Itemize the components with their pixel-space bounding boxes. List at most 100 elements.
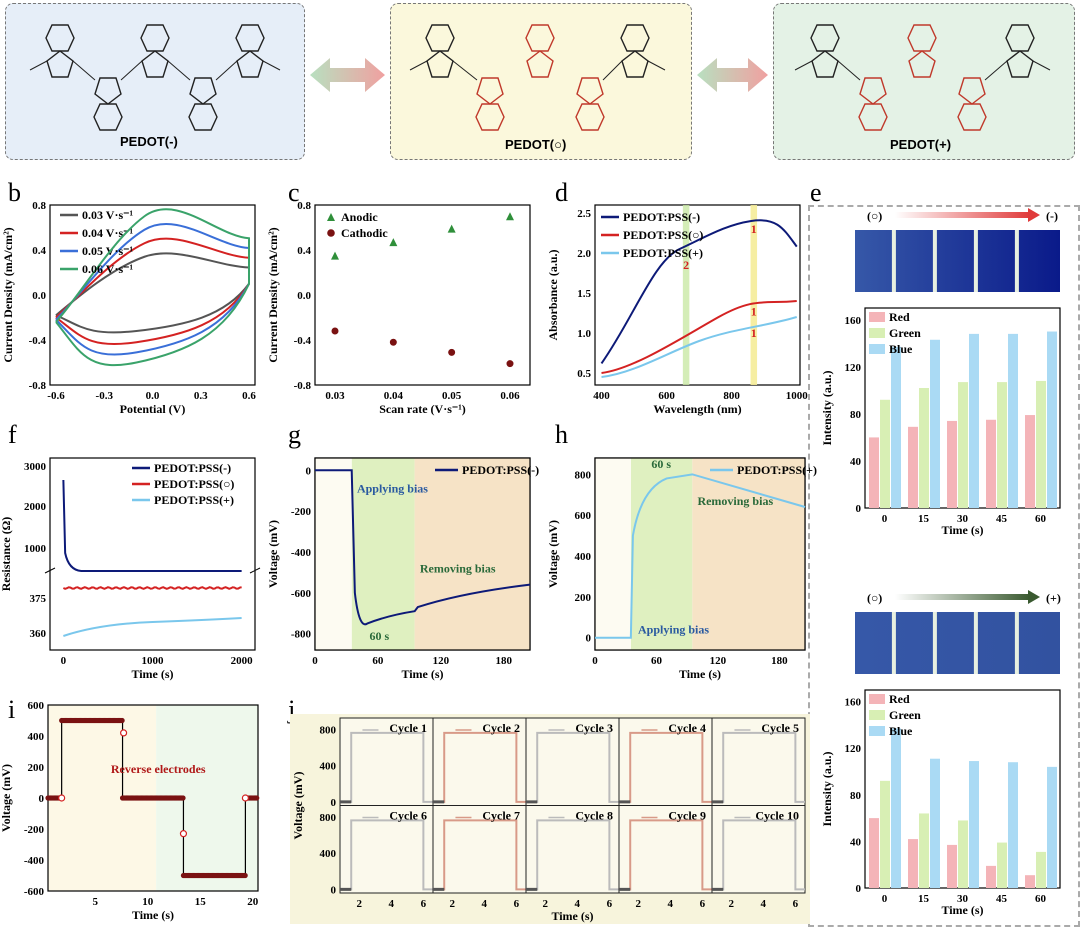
molecule-label-pos: PEDOT(+) [890, 137, 952, 152]
panel-e-bottom-legend-label: Blue [889, 724, 913, 738]
panel-e-top-bar [891, 346, 901, 508]
panel-label-h: h [555, 420, 568, 449]
panel-label-e: e [810, 178, 822, 207]
panel-e-top-bar [1025, 415, 1035, 508]
panel-b-xtick: 0.0 [146, 390, 160, 402]
panel-i-annotation: Reverse electrodes [111, 762, 206, 776]
panel-j-ylabel: Voltage (mV) [291, 772, 305, 840]
panel-d-series-neutral [601, 300, 797, 374]
panel-e-bottom-legend-label: Red [889, 692, 910, 706]
panel-e-bottom-bar [1025, 875, 1035, 888]
panel-f-axes [49, 457, 256, 651]
panel-d-xtick: 800 [723, 390, 740, 402]
panel-e-top-bar [958, 382, 968, 508]
panel-b-ytick: -0.4 [29, 335, 47, 347]
panel-b-xtick: 0.6 [242, 390, 256, 402]
panel-e-bottom-photo-divider [1014, 612, 1019, 674]
panel-i-open-point [241, 794, 249, 802]
panel-j-xtick: 2 [635, 898, 641, 910]
panel-i-point [180, 795, 186, 801]
panel-j-cycle-label: Cycle 4 [668, 721, 706, 735]
panel-e-top-arrow-bar [895, 212, 1030, 218]
molecule-box-pos [773, 3, 1075, 160]
panel-e-bottom-bar [880, 780, 890, 888]
panel-f-legend-label: PEDOT:PSS(○) [154, 477, 234, 491]
panel-f-axis-break [249, 567, 261, 574]
panel-c-cathodic-point [447, 348, 456, 357]
panel-g-annotation-duration: 60 s [370, 629, 390, 643]
panel-d-legend-label: PEDOT:PSS(-) [623, 210, 700, 224]
panel-e-bottom-xtick: 30 [957, 893, 969, 905]
panel-d-band-1 [750, 205, 758, 385]
panel-c-anodic-point [506, 212, 514, 221]
panel-b-legend-label: 0.03 V·s⁻¹ [82, 208, 133, 222]
panel-i-point [119, 717, 125, 724]
panel-i-open-point [119, 729, 128, 737]
panel-c-ytick: -0.8 [294, 380, 312, 392]
panel-j-xtick: 4 [482, 898, 488, 910]
panel-h-annotation-apply: Applying bias [638, 623, 709, 637]
panel-i-xtick: 10 [142, 896, 154, 908]
panel-d-legend-label: PEDOT:PSS(+) [623, 246, 703, 260]
molecule-box-neg [5, 3, 305, 160]
panel-i-ytick: -200 [24, 824, 45, 836]
panel-h-relax-region [692, 458, 805, 650]
panel-g-series [315, 469, 531, 626]
panel-h-xtick: 60 [651, 655, 663, 667]
panel-i-ylabel: Voltage (mV) [0, 764, 13, 832]
panel-e-bottom-ylabel: Intensity (a.u.) [820, 751, 834, 826]
panel-e-bottom-bar [908, 839, 918, 888]
panel-d-annotation: 1 [751, 304, 757, 318]
panel-f-xtick: 1000 [142, 655, 165, 667]
panel-i-open-point [179, 830, 188, 838]
panel-e-top-ytick: 80 [850, 409, 862, 421]
panel-j-cycle-label: Cycle 5 [761, 721, 799, 735]
panel-d-annotation: 1 [751, 326, 757, 340]
panel-c-legend-cathodic: Cathodic [341, 226, 388, 240]
panel-c-cathodic-point [505, 359, 515, 368]
panel-f-legend-label: PEDOT:PSS(-) [154, 461, 231, 475]
panel-e-bottom-photo-divider [891, 612, 896, 674]
panel-h-ytick: 400 [575, 551, 592, 563]
panel-e-bottom-bar [947, 844, 957, 888]
panel-label-g: g [288, 420, 301, 449]
panel-j-ytick: 800 [320, 812, 337, 824]
panel-e-bottom-bar [1047, 766, 1057, 888]
panel-j-cycle-label: Cycle 9 [668, 809, 706, 823]
panel-e-bottom-legend-swatch [869, 726, 885, 736]
panel-f-series-neutral [62, 586, 242, 590]
panel-d-xlabel: Wavelength (nm) [653, 402, 741, 416]
panel-d-series-neg [600, 219, 798, 364]
panel-e-top-bar [1047, 331, 1057, 508]
panel-e-top-ytick: 40 [850, 456, 862, 468]
panel-h-xtick: 0 [592, 655, 598, 667]
panel-e-top-bar [1008, 333, 1018, 508]
panel-h-ytick: 0 [586, 633, 592, 645]
panel-j-xtick: 6 [793, 898, 799, 910]
panel-i-ytick: 400 [28, 731, 45, 743]
panel-c-cathodic-point [330, 326, 340, 336]
panel-f-xlabel: Time (s) [131, 667, 173, 681]
panel-e-bottom-legend-label: Green [889, 708, 921, 722]
panel-i-ytick: 0 [39, 793, 45, 805]
panel-f-series-pos [63, 617, 242, 637]
panel-i-ytick: -400 [24, 855, 45, 867]
panel-d-ytick: 1.0 [577, 328, 591, 340]
panel-d-band-2 [682, 205, 690, 385]
panel-j-xtick: 6 [514, 898, 520, 910]
panel-e-top-header-start: (○) [867, 209, 882, 223]
panel-j-ytick: 0 [331, 884, 337, 896]
molecule-label-neg: PEDOT(-) [120, 134, 178, 149]
panel-label-b: b [8, 178, 21, 207]
panel-c-ytick: 0.0 [297, 290, 311, 302]
panel-label-c: c [288, 178, 300, 207]
panel-d-xtick: 400 [593, 390, 610, 402]
panel-e-bottom-xlabel: Time (s) [941, 903, 983, 917]
panel-c-xtick: 0.06 [500, 390, 520, 402]
panel-i-point [254, 795, 260, 801]
panel-e-bottom-legend-swatch [869, 694, 885, 704]
panel-e-bottom-photo-divider [973, 612, 978, 674]
panel-e-top-bar [969, 333, 979, 508]
exchange-arrow-right [697, 58, 768, 92]
